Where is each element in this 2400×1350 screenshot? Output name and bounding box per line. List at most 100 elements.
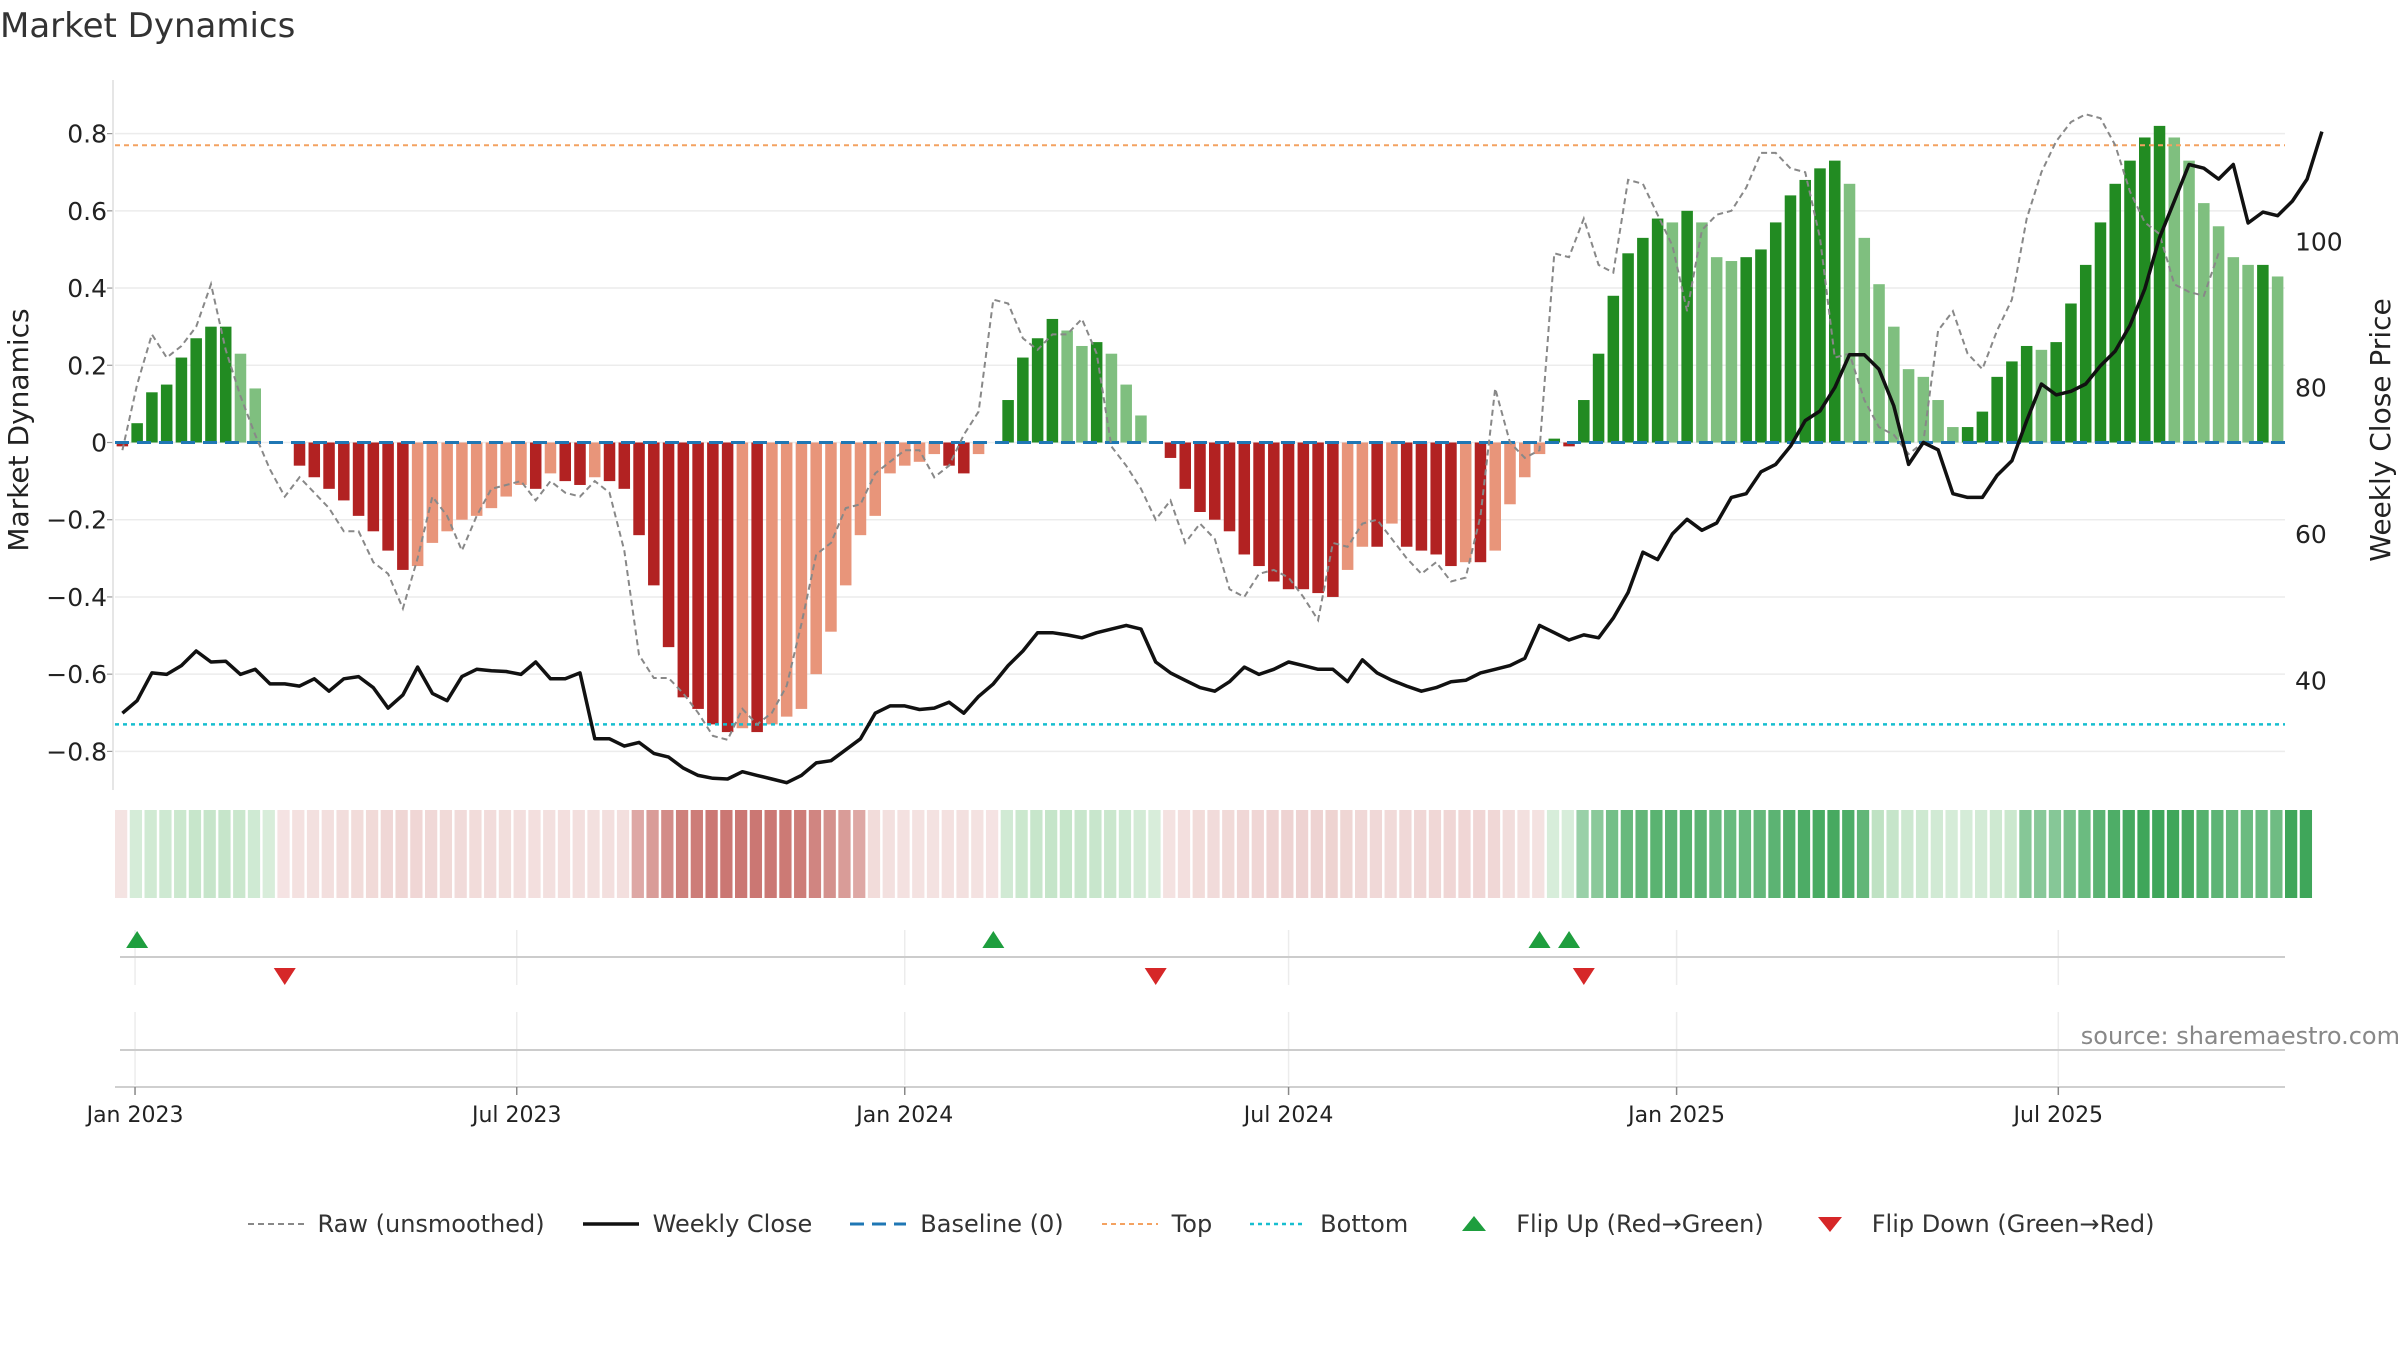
dynamics-bar <box>972 442 985 455</box>
chart-title: Market Dynamics <box>0 6 296 46</box>
heat-cell <box>2093 810 2106 898</box>
legend-label: Weekly Close <box>652 1210 813 1238</box>
heat-cell <box>203 810 216 898</box>
dynamics-bar <box>618 442 631 489</box>
heat-cell <box>1443 810 1456 898</box>
legend-item: Top <box>1100 1210 1212 1238</box>
dynamics-bar <box>1474 442 1487 563</box>
y-tick-label: −0.6 <box>46 660 107 689</box>
dotted-orange-line-icon <box>1101 1223 1158 1225</box>
heat-cell <box>1576 810 1589 898</box>
x-tick-label: Jan 2025 <box>1626 1103 1725 1128</box>
dynamics-bar <box>397 442 409 570</box>
heat-cell <box>690 810 703 898</box>
heat-cell <box>1222 810 1235 898</box>
dynamics-bar <box>603 442 616 482</box>
heat-cell <box>1635 810 1648 898</box>
dynamics-bar <box>1784 195 1797 443</box>
y-tick-label: 0.6 <box>67 197 107 226</box>
chart-legend: Raw (unsmoothed) Weekly Close Baseline (0)… <box>0 1210 2400 1238</box>
heat-cell <box>853 810 866 898</box>
dynamics-bar <box>1105 353 1118 443</box>
x-tick-label: Jan 2023 <box>85 1103 184 1128</box>
heat-cell <box>616 810 630 898</box>
heat-cell <box>1871 810 1884 898</box>
dynamics-bar <box>2212 226 2225 443</box>
heat-cell <box>1842 810 1855 898</box>
dynamics-bar <box>544 442 557 474</box>
heat-cell <box>218 810 231 898</box>
dynamics-bar <box>1090 342 1103 443</box>
dynamics-bar <box>529 442 542 489</box>
dynamics-bar <box>1592 353 1605 443</box>
x-tick-label: Jan 2024 <box>854 1103 953 1128</box>
heat-cell <box>882 810 895 898</box>
dynamics-bar <box>1430 442 1442 555</box>
dynamics-bar <box>2124 160 2136 443</box>
dynamics-bar <box>1873 284 1885 443</box>
dynamics-bar <box>1268 442 1280 582</box>
heat-cell <box>262 810 275 898</box>
heat-cell <box>1399 810 1412 898</box>
heat-cell <box>1989 810 2003 898</box>
heat-cell <box>1295 810 1309 898</box>
dynamics-bar <box>692 442 704 709</box>
heat-cell <box>1532 810 1545 898</box>
heat-cell <box>1694 810 1707 898</box>
heat-cell <box>129 810 143 898</box>
dynamics-bar <box>648 442 660 586</box>
heat-cell <box>1827 810 1840 898</box>
heat-cell <box>661 810 674 898</box>
heat-cell <box>1915 810 1929 898</box>
dynamics-bar <box>839 442 852 586</box>
dotted-cyan-line-icon <box>1250 1222 1307 1226</box>
dynamics-bar <box>323 442 335 489</box>
heat-cell <box>941 810 954 898</box>
dynamics-bar <box>116 442 129 447</box>
heat-cell <box>336 810 349 898</box>
dynamics-bar <box>1223 442 1236 532</box>
dynamics-bar <box>1031 338 1044 443</box>
dynamics-bar <box>2257 264 2269 443</box>
dynamics-bar <box>190 338 202 443</box>
heat-cell <box>233 810 246 898</box>
heat-cell <box>380 810 393 898</box>
heat-cell <box>484 810 497 898</box>
heat-cell <box>1192 810 1205 898</box>
dynamics-bar <box>131 423 143 443</box>
heat-cell <box>115 810 128 898</box>
heat-cell <box>2122 810 2135 898</box>
heat-cell <box>1133 810 1146 898</box>
dynamics-bar <box>1061 330 1073 443</box>
heat-cell <box>2048 810 2062 898</box>
dynamics-bar <box>146 392 158 443</box>
heat-cell <box>1236 810 1250 898</box>
heat-cell <box>1886 810 1899 898</box>
dynamics-bar <box>2183 160 2195 443</box>
heat-cell <box>1207 810 1220 898</box>
heat-cell <box>454 810 467 898</box>
dynamics-bar <box>1902 369 1915 443</box>
dynamics-bar <box>1179 442 1191 489</box>
heat-cell <box>1030 810 1043 898</box>
heat-cell <box>2137 810 2150 898</box>
heat-cell <box>2255 810 2268 898</box>
heat-cell <box>705 810 718 898</box>
dynamics-bar <box>1253 442 1265 567</box>
heat-cell <box>1281 810 1294 898</box>
dynamics-bar <box>293 442 306 466</box>
heat-cell <box>1384 810 1397 898</box>
dynamics-bar <box>884 442 896 474</box>
heat-cell <box>1310 810 1323 898</box>
dynamics-bar <box>1932 400 1944 443</box>
flip-up-marker <box>126 931 149 948</box>
heat-cell <box>513 810 526 898</box>
dynamics-bar <box>1917 376 1930 443</box>
dynamics-bar <box>707 442 719 725</box>
dynamics-bar <box>411 442 424 567</box>
dynamics-bar <box>574 442 586 485</box>
heat-cell <box>351 810 364 898</box>
y-tick-label-right: 100 <box>2295 227 2343 256</box>
dynamics-bar <box>308 442 321 478</box>
